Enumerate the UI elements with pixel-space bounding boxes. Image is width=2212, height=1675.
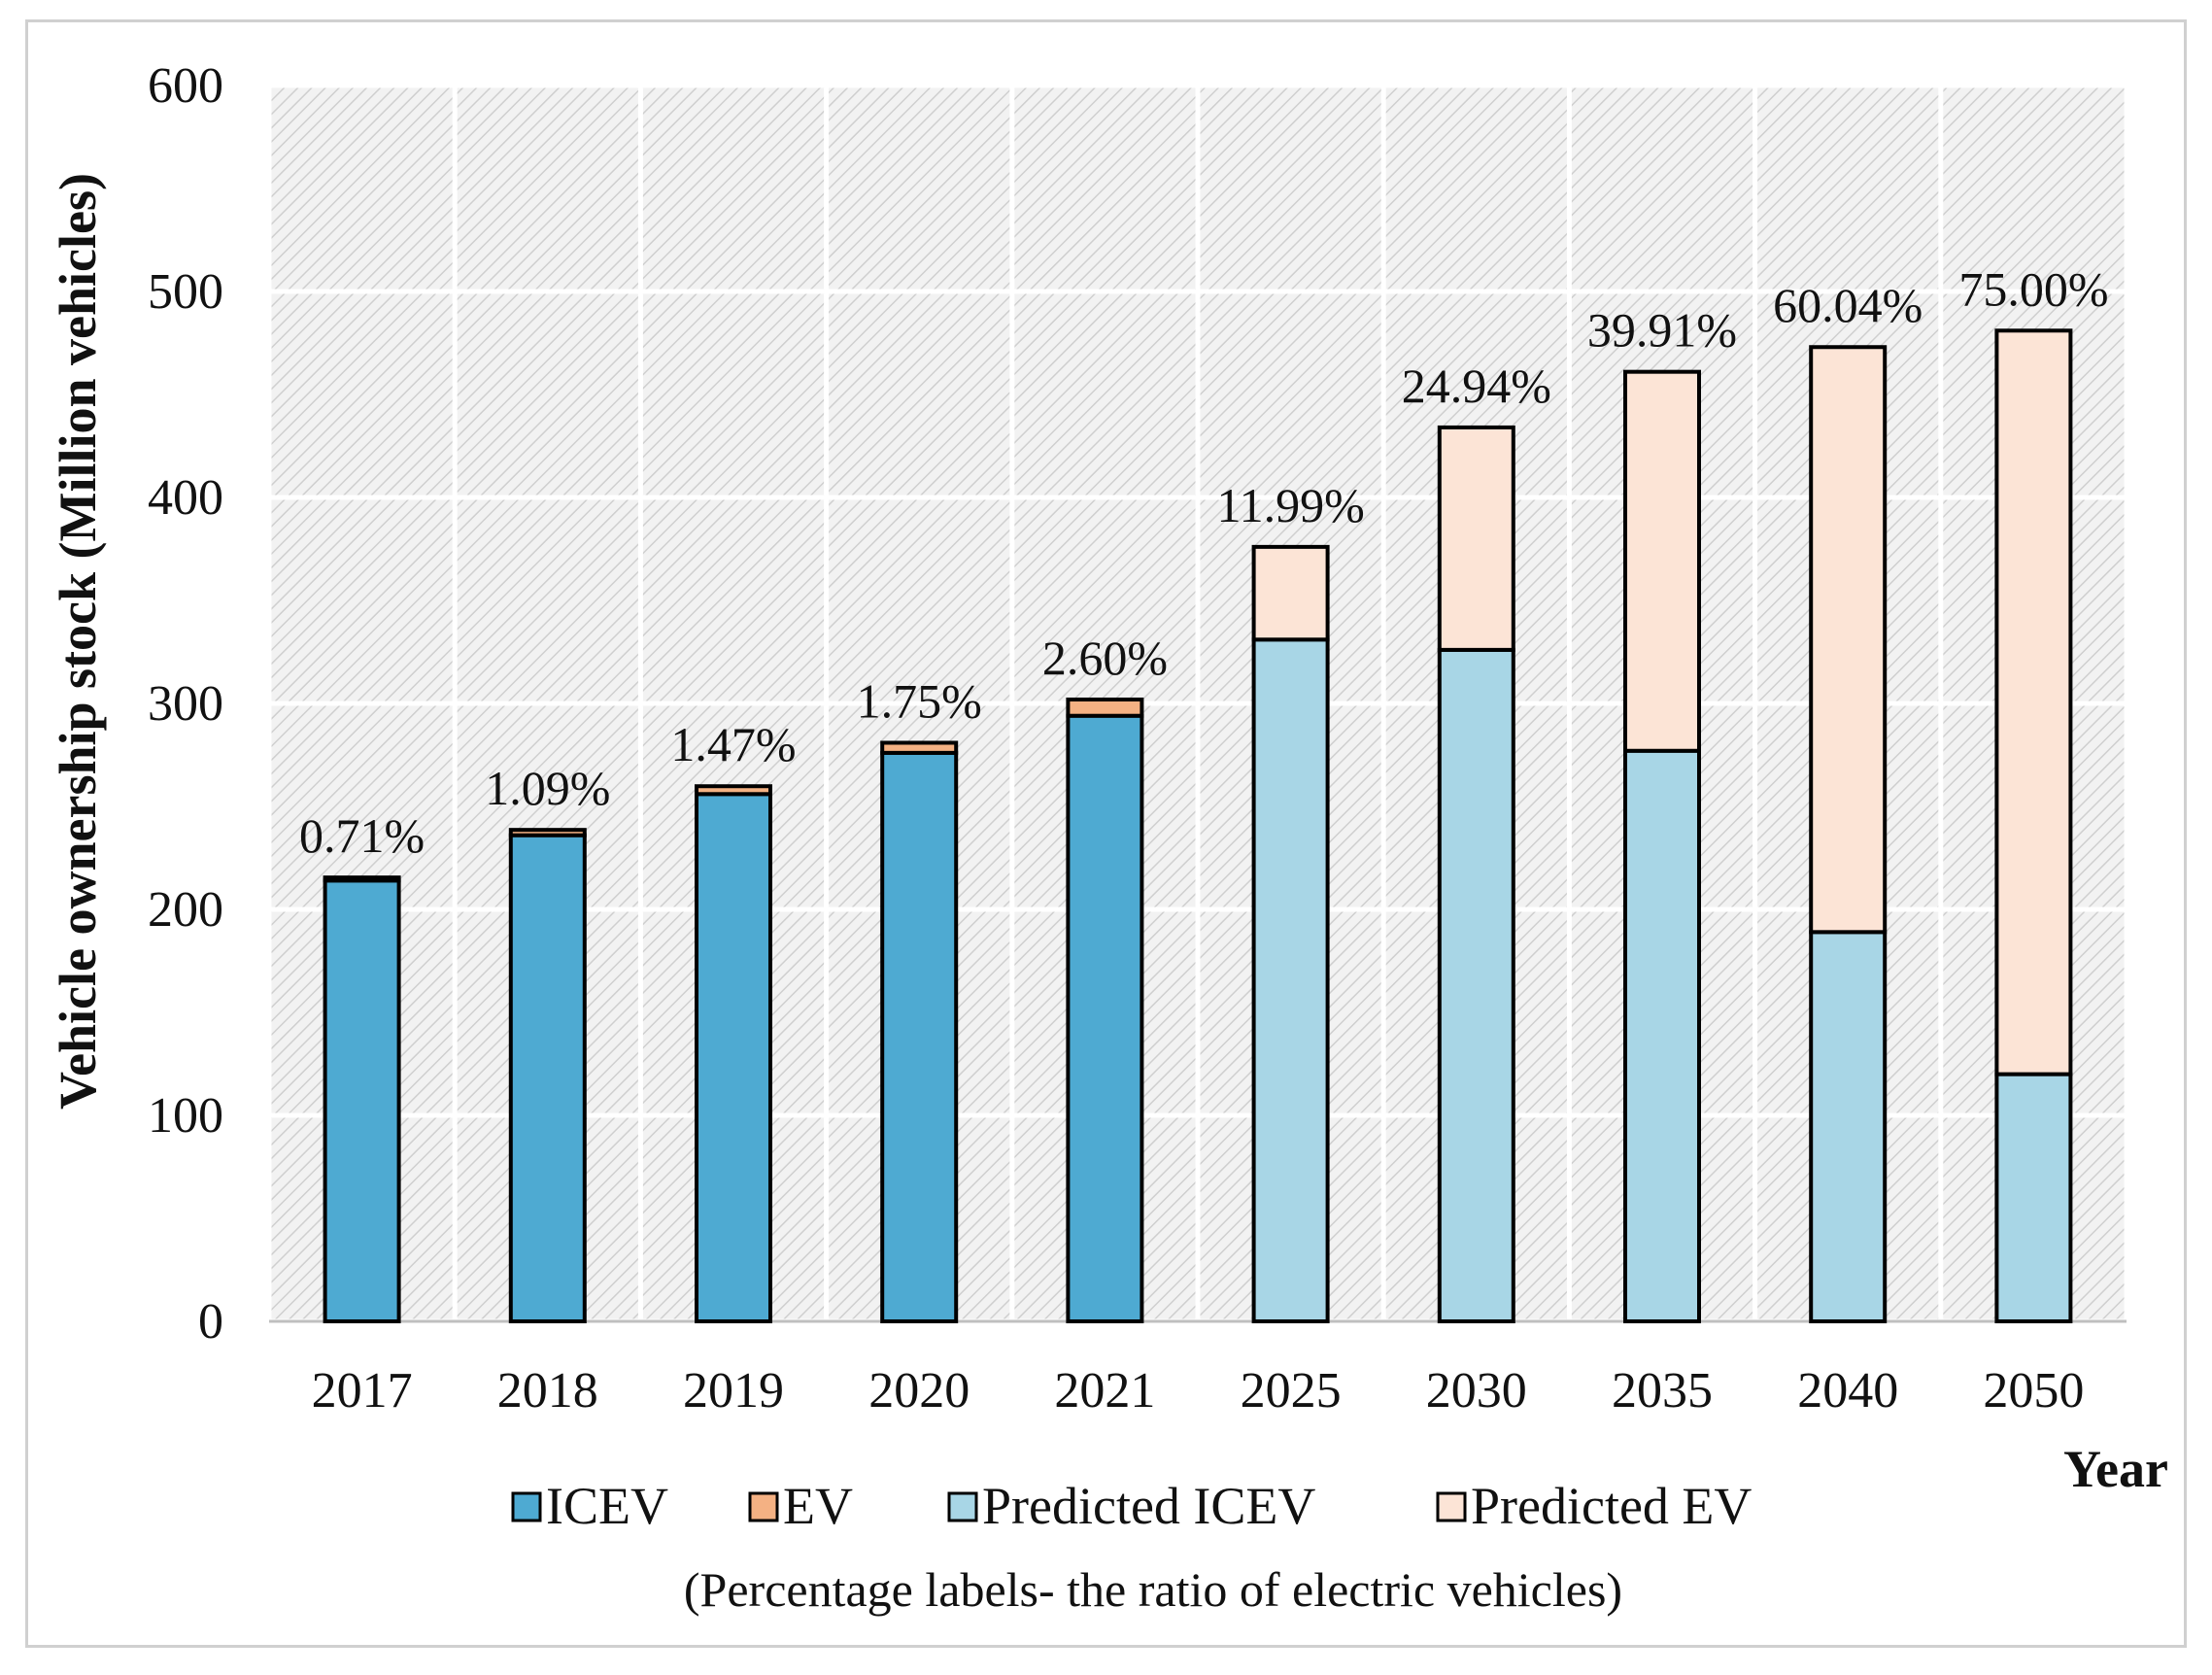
predicted-icev-bar-segment bbox=[1994, 1072, 2073, 1323]
percentage-label: 1.47% bbox=[670, 717, 796, 771]
ev-bar-segment bbox=[508, 828, 587, 838]
y-tick-label: 600 bbox=[148, 58, 223, 114]
predicted-ev-bar-segment bbox=[1437, 425, 1515, 652]
y-tick-label: 0 bbox=[198, 1294, 223, 1350]
predicted-icev-bar-segment bbox=[1251, 637, 1330, 1323]
x-tick-label: 2020 bbox=[868, 1363, 970, 1419]
predicted-ev-bar-segment bbox=[1994, 328, 2073, 1077]
predicted-ev-bar-segment bbox=[1809, 345, 1888, 935]
legend-label: EV bbox=[783, 1477, 853, 1535]
legend-predicted-ev: Predicted EV bbox=[1436, 1477, 1752, 1535]
predicted-icev-bar-segment bbox=[1437, 647, 1515, 1323]
legend: ICEV EV Predicted ICEV Predicted EV bbox=[511, 1477, 1752, 1535]
percentage-label: 11.99% bbox=[1216, 478, 1364, 532]
x-tick-label: 2035 bbox=[1612, 1363, 1713, 1419]
data-labels: 0.71% 1.09% 1.47% 1.75% 2.60% 11.99% 24.94% 39.… bbox=[299, 261, 2108, 863]
ev-bar-segment bbox=[695, 784, 772, 797]
legend-label: ICEV bbox=[546, 1477, 668, 1535]
legend-swatch bbox=[511, 1491, 542, 1522]
predicted-icev-bar-segment bbox=[1809, 930, 1888, 1323]
y-axis-title: Vehicle ownership stock (Million vehicle… bbox=[49, 173, 107, 1110]
icev-bar-segment bbox=[323, 878, 401, 1323]
icev-bar-segment bbox=[695, 792, 772, 1323]
y-tick-label: 500 bbox=[148, 264, 223, 320]
legend-swatch bbox=[947, 1491, 978, 1522]
x-tick-labels: 2017 2018 2019 2020 2021 2025 2030 2035 2040 2050 bbox=[312, 1363, 2085, 1419]
legend-icev: ICEV bbox=[511, 1477, 668, 1535]
predicted-ev-bar-segment bbox=[1623, 369, 1701, 753]
x-tick-label: 2040 bbox=[1797, 1363, 1898, 1419]
ev-bar-segment bbox=[323, 875, 401, 883]
legend-label: Predicted EV bbox=[1471, 1477, 1752, 1535]
legend-swatch bbox=[748, 1491, 779, 1522]
icev-bar-segment bbox=[508, 833, 587, 1323]
x-tick-label: 2017 bbox=[312, 1363, 413, 1419]
percentage-label: 1.09% bbox=[485, 761, 610, 815]
predicted-ev-bar-segment bbox=[1251, 544, 1330, 642]
x-tick-label: 2025 bbox=[1241, 1363, 1342, 1419]
y-tick-label: 100 bbox=[148, 1088, 223, 1144]
percentage-label: 0.71% bbox=[299, 808, 425, 863]
bars bbox=[323, 328, 2073, 1323]
icev-bar-segment bbox=[1066, 713, 1144, 1323]
legend-predicted-icev: Predicted ICEV bbox=[947, 1477, 1315, 1535]
percentage-label: 39.91% bbox=[1587, 303, 1737, 358]
percentage-label: 1.75% bbox=[857, 673, 982, 728]
chart-note: (Percentage labels- the ratio of electri… bbox=[684, 1562, 1622, 1617]
legend-label: Predicted ICEV bbox=[982, 1477, 1315, 1535]
percentage-label: 24.94% bbox=[1402, 359, 1551, 413]
legend-swatch bbox=[1436, 1491, 1467, 1522]
percentage-label: 75.00% bbox=[1958, 261, 2108, 316]
y-tick-labels: 0 100 200 300 400 500 600 bbox=[148, 58, 223, 1350]
percentage-label: 2.60% bbox=[1042, 631, 1168, 685]
legend-ev: EV bbox=[748, 1477, 853, 1535]
y-tick-label: 400 bbox=[148, 470, 223, 526]
ev-bar-segment bbox=[1066, 697, 1144, 718]
percentage-label: 60.04% bbox=[1773, 278, 1923, 332]
y-tick-label: 200 bbox=[148, 882, 223, 938]
ev-bar-segment bbox=[880, 740, 959, 755]
icev-bar-segment bbox=[880, 750, 959, 1323]
x-tick-label: 2021 bbox=[1054, 1363, 1155, 1419]
x-tick-label: 2019 bbox=[683, 1363, 784, 1419]
x-tick-label: 2050 bbox=[1983, 1363, 2084, 1419]
x-tick-label: 2030 bbox=[1426, 1363, 1527, 1419]
x-axis-title: Year bbox=[2063, 1440, 2168, 1498]
y-tick-label: 300 bbox=[148, 676, 223, 732]
predicted-icev-bar-segment bbox=[1623, 748, 1701, 1323]
x-tick-label: 2018 bbox=[497, 1363, 598, 1419]
